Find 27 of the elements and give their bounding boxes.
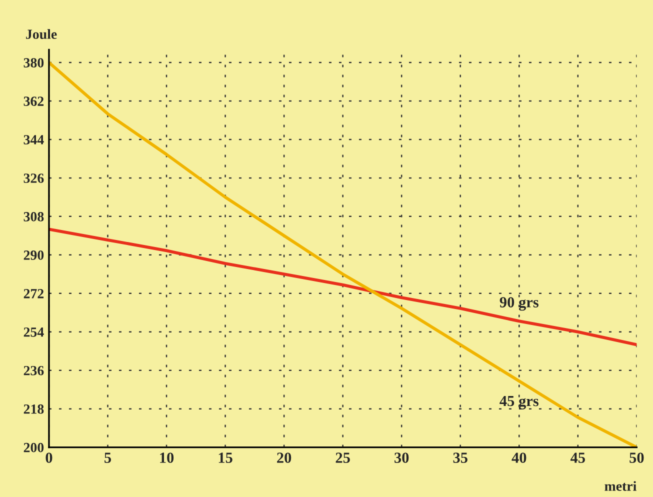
x-tick-label: 45 (570, 452, 585, 463)
x-tick-label: 25 (336, 452, 350, 463)
line-series (48, 228, 637, 346)
series-label: 90 grs (500, 297, 538, 311)
series-label: 45 grs (500, 396, 538, 410)
y-tick-label: 290 (24, 250, 44, 260)
y-tick-label: 218 (24, 404, 44, 414)
y-axis-title: Joule (26, 29, 57, 39)
y-tick-label: 380 (24, 58, 44, 68)
x-tick-label: 50 (630, 452, 644, 463)
x-tick-label: 35 (453, 452, 468, 463)
y-tick-label: 254 (24, 327, 44, 337)
x-tick-label: 40 (512, 452, 526, 463)
x-tick-label: 10 (160, 452, 174, 463)
y-tick-label: 344 (24, 135, 44, 144)
y-tick-label: 326 (24, 174, 44, 183)
x-tick-label: 5 (104, 452, 112, 463)
x-tick-label: 30 (394, 452, 409, 463)
y-tick-label: 236 (24, 366, 44, 376)
x-tick-label: 0 (46, 452, 52, 463)
y-tick-label: 200 (24, 442, 44, 452)
y-tick-label: 272 (24, 289, 44, 298)
x-axis-title: metri (604, 481, 636, 491)
y-tick-label: 308 (24, 212, 44, 222)
x-tick-label: 15 (218, 452, 232, 463)
y-tick-label: 362 (24, 96, 44, 106)
x-tick-label: 20 (277, 452, 292, 463)
